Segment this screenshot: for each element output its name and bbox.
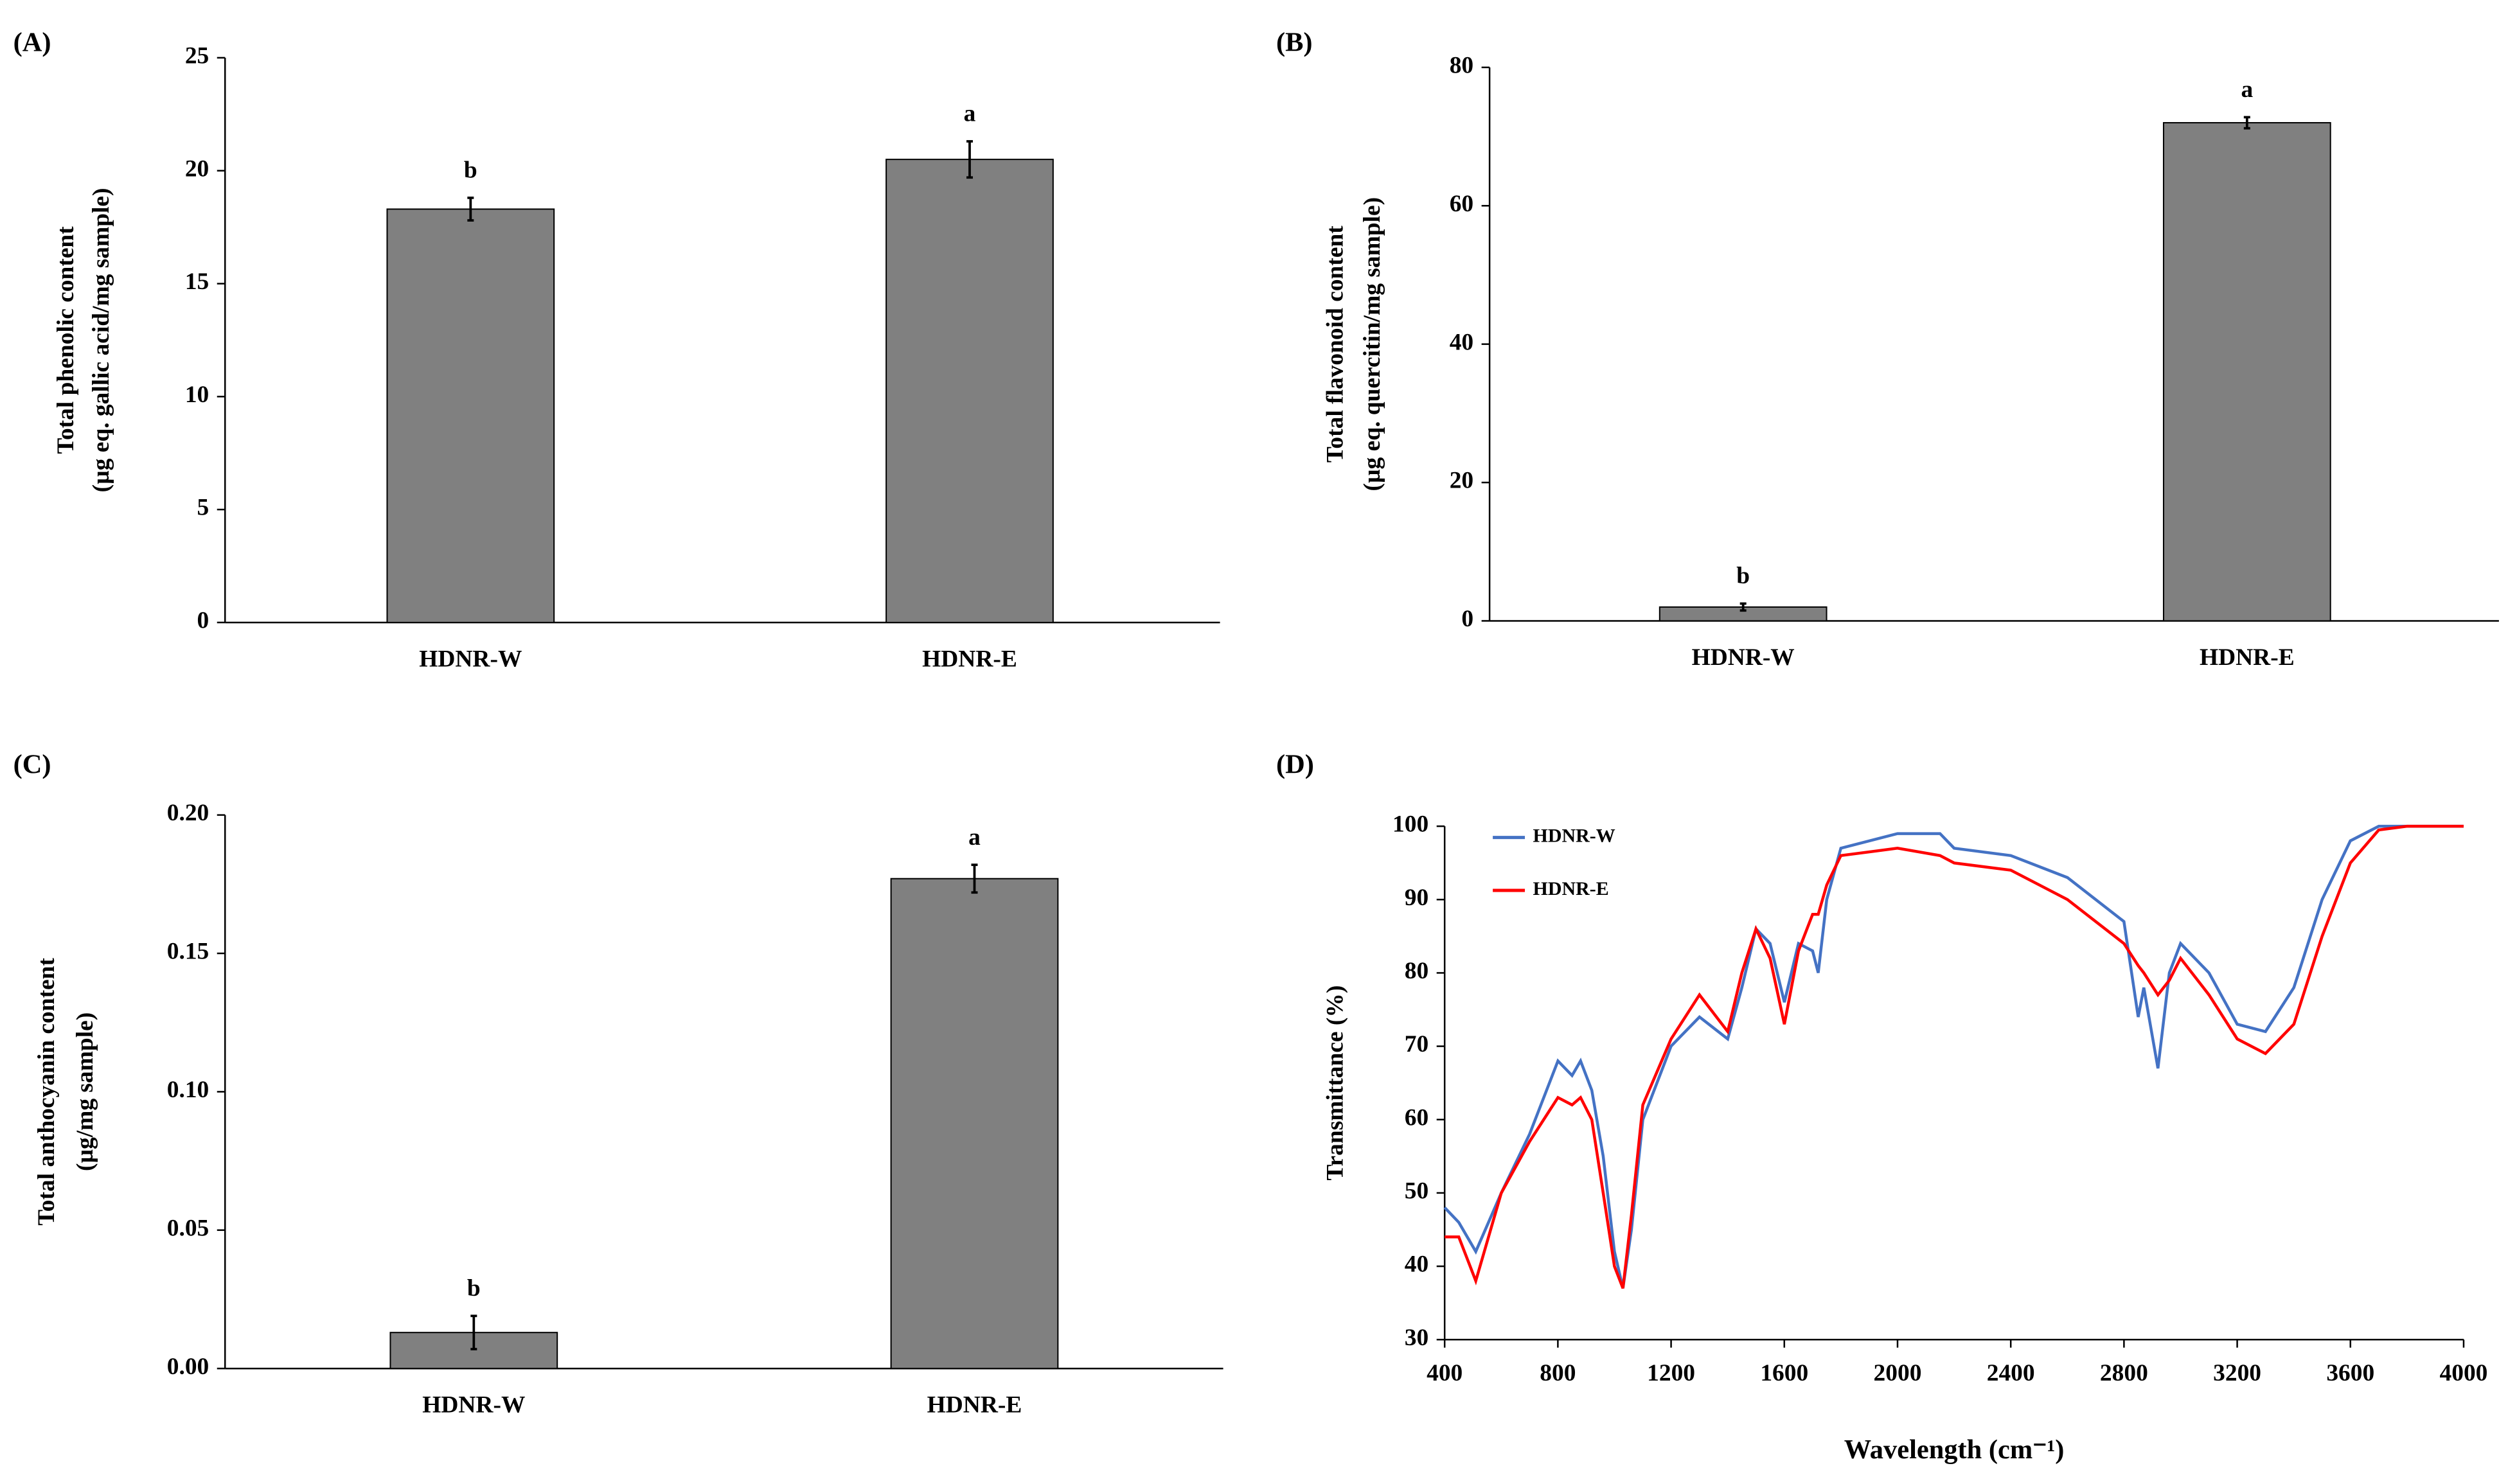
x-tick-label: HDNR-W bbox=[419, 646, 522, 672]
panel-label: (A) bbox=[13, 28, 51, 58]
panel-label: (B) bbox=[1276, 28, 1313, 58]
y-tick-label: 0.05 bbox=[167, 1215, 209, 1241]
x-tick-label: 400 bbox=[1427, 1360, 1463, 1386]
y-tick-label: 50 bbox=[1405, 1178, 1428, 1205]
x-tick-label: 2800 bbox=[2100, 1360, 2148, 1386]
spectrum-line bbox=[1443, 824, 2464, 1289]
error-bar bbox=[467, 197, 474, 222]
x-tick-label: HDNR-E bbox=[922, 646, 1017, 672]
error-bar bbox=[1739, 602, 1747, 612]
y-tick-label: 0.20 bbox=[167, 800, 209, 826]
annotation: b bbox=[1736, 563, 1750, 589]
y-tick-label: 90 bbox=[1405, 885, 1428, 911]
y-tick-label: 60 bbox=[1450, 191, 1473, 217]
bar bbox=[386, 208, 555, 623]
y-axis-label: Total anthocyanin content bbox=[33, 958, 60, 1226]
y-tick-label: 40 bbox=[1450, 329, 1473, 355]
error-bar bbox=[470, 1314, 477, 1350]
panel-label: (D) bbox=[1276, 749, 1314, 779]
annotation: b bbox=[464, 157, 477, 184]
error-bar bbox=[966, 140, 973, 179]
y-tick-label: 10 bbox=[185, 382, 209, 408]
x-tick-label: 1200 bbox=[1647, 1360, 1695, 1386]
y-tick-label: 80 bbox=[1405, 958, 1428, 984]
error-bar bbox=[2243, 116, 2250, 130]
y-tick-label: 70 bbox=[1405, 1031, 1428, 1057]
y-axis-label: Transmittance (%) bbox=[1322, 985, 1348, 1181]
bar bbox=[2162, 122, 2331, 622]
x-tick-label: 800 bbox=[1540, 1360, 1576, 1386]
y-tick-label: 20 bbox=[1450, 468, 1473, 494]
y-axis-label: (µg eq. quercitin/mg sample) bbox=[1359, 197, 1385, 491]
y-tick-label: 0 bbox=[1461, 606, 1473, 632]
y-tick-label: 100 bbox=[1392, 811, 1428, 838]
legend-label: HDNR-W bbox=[1533, 825, 1615, 846]
error-bar bbox=[971, 863, 978, 894]
panel-label: (C) bbox=[13, 749, 51, 779]
y-axis-label: Total flavonoid content bbox=[1322, 225, 1348, 463]
bar bbox=[890, 878, 1059, 1370]
y-tick-label: 0.10 bbox=[167, 1077, 209, 1103]
x-tick-label: HDNR-W bbox=[422, 1392, 525, 1418]
x-tick-label: 2000 bbox=[1874, 1360, 1922, 1386]
y-tick-label: 20 bbox=[185, 155, 209, 182]
x-tick-label: 3200 bbox=[2213, 1360, 2261, 1386]
x-tick-label: 4000 bbox=[2440, 1360, 2488, 1386]
y-tick-label: 0.00 bbox=[167, 1354, 209, 1380]
y-tick-label: 5 bbox=[197, 495, 209, 521]
x-tick-label: 3600 bbox=[2326, 1360, 2374, 1386]
y-tick-label: 15 bbox=[185, 269, 209, 295]
x-tick-label: HDNR-W bbox=[1692, 644, 1795, 671]
y-tick-label: 0.15 bbox=[167, 939, 209, 965]
y-tick-label: 25 bbox=[185, 42, 209, 69]
x-tick-label: 2400 bbox=[1987, 1360, 2035, 1386]
spectrum-line bbox=[1445, 824, 2464, 1289]
annotation: b bbox=[467, 1275, 481, 1302]
x-axis-label: Wavelength (cm⁻¹) bbox=[1844, 1435, 2065, 1465]
annotation: a bbox=[968, 824, 981, 851]
y-tick-label: 40 bbox=[1405, 1251, 1428, 1278]
bar bbox=[885, 159, 1054, 623]
y-tick-label: 60 bbox=[1405, 1104, 1428, 1131]
annotation: a bbox=[2241, 76, 2253, 103]
y-tick-label: 80 bbox=[1450, 52, 1473, 78]
x-tick-label: HDNR-E bbox=[927, 1392, 1022, 1418]
y-axis-label: (µg eq. gallic acid/mg sample) bbox=[88, 188, 114, 492]
legend-label: HDNR-E bbox=[1533, 878, 1609, 899]
y-tick-label: 30 bbox=[1405, 1325, 1428, 1351]
y-tick-label: 0 bbox=[197, 608, 209, 634]
y-axis-label: (µg/mg sample) bbox=[72, 1012, 98, 1171]
x-tick-label: 1600 bbox=[1760, 1360, 1808, 1386]
x-tick-label: HDNR-E bbox=[2200, 644, 2295, 671]
y-axis-label: Total phenolic content bbox=[53, 226, 79, 454]
annotation: a bbox=[964, 101, 976, 127]
